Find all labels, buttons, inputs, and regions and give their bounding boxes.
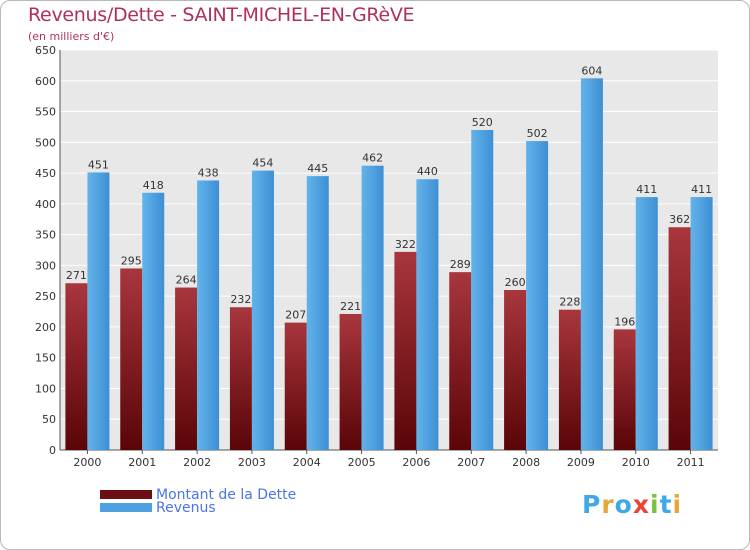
x-tick-label: 2001 <box>128 456 156 469</box>
y-tick-label: 100 <box>35 382 56 395</box>
logo-letter: r <box>601 490 615 519</box>
value-label: 438 <box>198 166 219 179</box>
bar-revenue <box>690 197 713 450</box>
y-tick-label: 300 <box>35 259 56 272</box>
legend-label-debt: Montant de la Dette <box>156 487 297 503</box>
y-tick-label: 550 <box>35 106 56 119</box>
bar-debt <box>229 307 252 450</box>
x-tick-label: 2011 <box>677 456 705 469</box>
bar-debt <box>284 322 307 450</box>
value-label: 418 <box>143 179 164 192</box>
value-label: 207 <box>285 309 306 322</box>
legend-swatch-revenue <box>100 503 152 512</box>
value-label: 604 <box>581 64 602 77</box>
x-tick-label: 2003 <box>238 456 266 469</box>
bar-revenue <box>635 197 658 450</box>
bar-revenue <box>87 172 110 450</box>
bar-debt <box>120 268 143 450</box>
value-label: 232 <box>230 293 251 306</box>
x-tick-label: 2004 <box>293 456 321 469</box>
y-tick-label: 50 <box>42 413 56 426</box>
logo-letter: o <box>614 490 633 519</box>
value-label: 264 <box>176 274 197 287</box>
bar-debt <box>668 227 691 450</box>
bar-revenue <box>197 180 220 450</box>
value-label: 411 <box>691 183 712 196</box>
bar-revenue <box>580 78 603 451</box>
value-label: 445 <box>307 162 328 175</box>
x-tick-label: 2006 <box>402 456 430 469</box>
value-label: 196 <box>614 315 635 328</box>
logo-letter: i <box>650 490 660 519</box>
x-tick-label: 2000 <box>73 456 101 469</box>
logo-letter: i <box>672 490 683 519</box>
bar-debt <box>613 329 636 450</box>
x-tick-label: 2005 <box>348 456 376 469</box>
bar-revenue <box>361 165 384 450</box>
bar-revenue <box>526 141 549 451</box>
y-tick-label: 600 <box>35 75 56 88</box>
chart-title: Revenus/Dette - SAINT-MICHEL-EN-GRèVE <box>28 4 415 26</box>
value-label: 228 <box>559 296 580 309</box>
bar-revenue <box>416 179 439 450</box>
y-tick-label: 250 <box>35 290 56 303</box>
plot-background <box>60 50 718 450</box>
chart-subtitle: (en milliers d'€) <box>28 30 115 43</box>
value-label: 271 <box>66 269 87 282</box>
bar-debt <box>504 290 527 450</box>
x-tick-label: 2009 <box>567 456 595 469</box>
y-tick-label: 0 <box>49 444 56 457</box>
legend-swatch-debt <box>100 490 152 499</box>
y-tick-label: 650 <box>35 44 56 57</box>
logo-letter: t <box>659 490 673 519</box>
bar-revenue <box>471 130 494 450</box>
value-label: 520 <box>472 116 493 129</box>
bar-revenue <box>142 192 165 450</box>
bar-debt <box>339 314 362 450</box>
y-tick-label: 200 <box>35 321 56 334</box>
value-label: 322 <box>395 238 416 251</box>
proxiti-logo: Proxiti <box>582 490 682 519</box>
bar-debt <box>558 309 581 450</box>
y-tick-label: 350 <box>35 229 56 242</box>
bar-debt <box>394 251 417 450</box>
y-tick-label: 500 <box>35 136 56 149</box>
y-tick-label: 150 <box>35 352 56 365</box>
y-tick-label: 400 <box>35 198 56 211</box>
x-tick-label: 2010 <box>622 456 650 469</box>
legend-label-revenue: Revenus <box>156 500 216 516</box>
value-label: 440 <box>417 165 438 178</box>
logo-letter: x <box>632 490 650 519</box>
logo-letter: P <box>582 490 602 519</box>
value-label: 295 <box>121 254 142 267</box>
value-label: 221 <box>340 300 361 313</box>
value-label: 289 <box>450 258 471 271</box>
value-label: 362 <box>669 213 690 226</box>
value-label: 462 <box>362 152 383 165</box>
value-label: 502 <box>527 127 548 140</box>
bar-debt <box>175 287 198 450</box>
value-label: 451 <box>88 158 109 171</box>
x-tick-label: 2002 <box>183 456 211 469</box>
y-tick-label: 450 <box>35 167 56 180</box>
bar-debt <box>449 272 472 450</box>
value-label: 411 <box>636 183 657 196</box>
value-label: 260 <box>505 276 526 289</box>
bar-revenue <box>251 170 274 450</box>
x-tick-label: 2007 <box>457 456 485 469</box>
x-tick-label: 2008 <box>512 456 540 469</box>
bar-debt <box>65 283 88 450</box>
bar-revenue <box>306 176 329 450</box>
value-label: 454 <box>252 157 273 170</box>
